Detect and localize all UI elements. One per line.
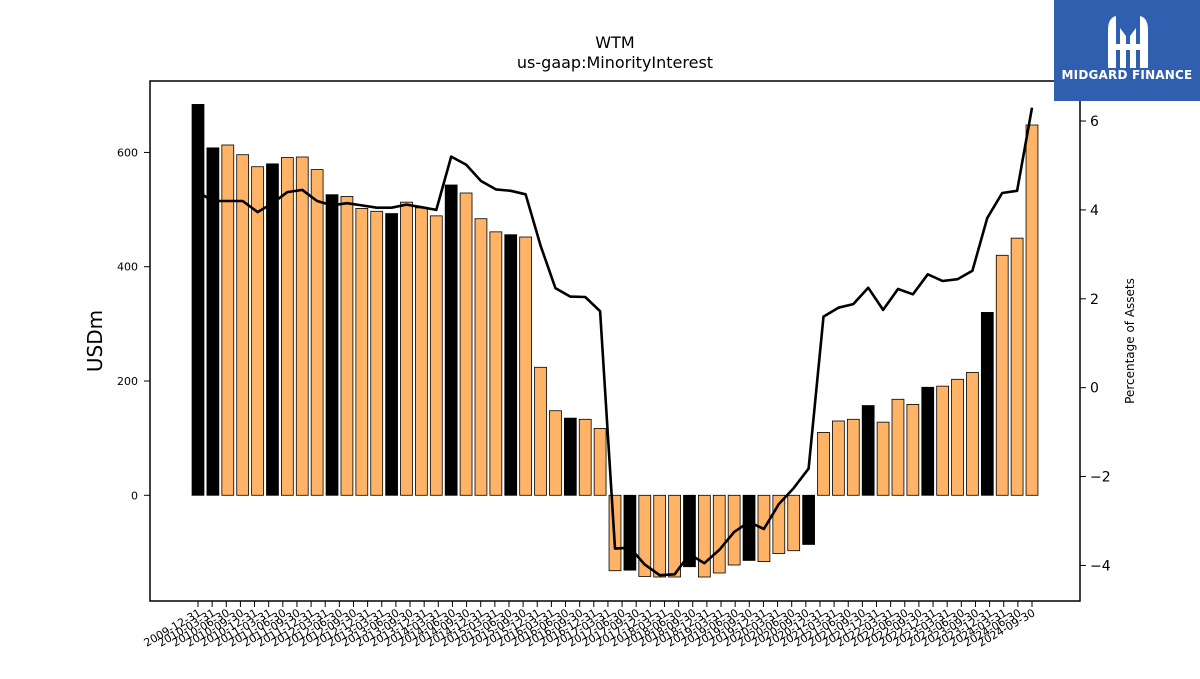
bar — [459, 192, 473, 496]
logo-text: MIDGARD FINANCE — [1061, 68, 1193, 82]
bar — [787, 494, 801, 552]
bar — [221, 144, 235, 496]
y-axis-label: USDm — [83, 310, 107, 372]
y-tick-label: 200 — [117, 375, 138, 388]
bar — [563, 417, 577, 496]
bar — [623, 494, 637, 571]
bar — [310, 169, 324, 496]
bar — [846, 418, 860, 496]
bar — [266, 163, 279, 496]
bar — [191, 104, 205, 496]
y-tick-label: 400 — [117, 261, 138, 274]
y2-tick-label: 2 — [1090, 292, 1099, 308]
bar — [936, 385, 950, 496]
midgard-finance-logo: MIDGARD FINANCE — [1054, 0, 1200, 101]
bar — [876, 421, 890, 496]
bar — [712, 494, 726, 574]
bar — [504, 234, 518, 496]
bar — [489, 231, 503, 496]
bar — [1025, 124, 1039, 496]
percentage-line — [197, 107, 1034, 577]
bar — [638, 494, 652, 577]
bar — [817, 432, 830, 496]
bar — [891, 398, 905, 496]
bar — [1010, 237, 1024, 496]
x-axis: 2009-12-312010-03-312010-06-302010-09-30… — [142, 601, 1038, 650]
bar — [280, 157, 294, 496]
bar — [549, 410, 562, 496]
bar — [653, 494, 667, 578]
y-tick-label: 600 — [117, 146, 138, 159]
bar — [593, 428, 607, 496]
bar — [832, 420, 845, 496]
bar — [325, 194, 339, 496]
y2-axis-label: Percentage of Assets — [1123, 278, 1137, 404]
bar — [415, 207, 428, 496]
chart-subtitle: us-gaap:MinorityInterest — [517, 53, 713, 72]
y2-tick-label: 4 — [1090, 203, 1099, 219]
y2-tick-label: 6 — [1090, 114, 1099, 130]
y2-tick-label: 0 — [1090, 381, 1099, 397]
bar — [906, 404, 920, 496]
y-axis: 0 200 400 600 — [117, 146, 150, 502]
y2-tick-label: −4 — [1090, 558, 1111, 574]
bar — [251, 166, 264, 496]
y-tick-label: 0 — [131, 489, 138, 502]
bar — [295, 156, 309, 496]
bar — [355, 208, 369, 496]
bar — [683, 494, 696, 568]
bar-series — [191, 104, 1039, 578]
bar — [236, 154, 250, 496]
bar — [206, 147, 220, 496]
chart-title: WTM — [595, 33, 634, 52]
y2-axis: −4 −2 0 2 4 6 — [1080, 114, 1111, 574]
bar — [474, 218, 488, 496]
bar — [727, 494, 741, 566]
bar — [534, 366, 547, 496]
bar — [861, 405, 875, 496]
bar — [995, 254, 1009, 496]
bar — [400, 201, 413, 496]
bar — [578, 418, 592, 496]
bar — [802, 494, 815, 545]
bar — [519, 236, 533, 496]
bar — [742, 494, 756, 561]
bar — [385, 213, 398, 496]
bar — [772, 494, 786, 554]
bar — [370, 210, 384, 496]
bar — [980, 312, 994, 496]
bar — [668, 494, 681, 578]
bar — [966, 372, 979, 496]
plot-frame — [149, 80, 1081, 602]
bar — [340, 196, 354, 496]
bar — [444, 184, 458, 496]
y2-tick-label: −2 — [1090, 470, 1111, 486]
midgard-logo-icon — [1108, 16, 1148, 68]
bar — [921, 386, 935, 496]
bar — [429, 215, 443, 496]
bar — [698, 494, 711, 578]
bar — [951, 378, 964, 496]
percentage-line-series — [197, 107, 1034, 577]
